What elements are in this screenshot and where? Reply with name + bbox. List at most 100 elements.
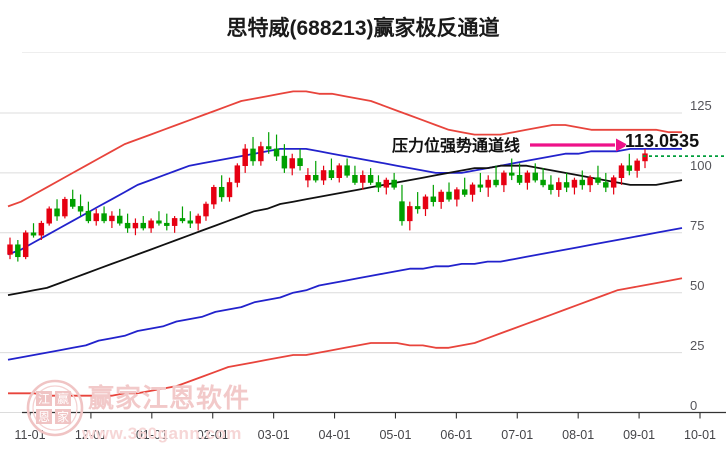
candle-body — [407, 206, 413, 222]
candle-body — [391, 179, 397, 188]
candle-body — [422, 196, 429, 210]
candle-body — [218, 186, 225, 198]
candle-body — [320, 170, 327, 181]
seal-char-4: 家 — [57, 409, 69, 424]
x-tick-label: 04-01 — [318, 428, 351, 442]
seal-char-2: 赢 — [57, 391, 69, 406]
candle-body — [203, 203, 209, 217]
y-tick-label: 25 — [690, 337, 705, 353]
candle-body — [281, 155, 288, 169]
candle-body — [328, 170, 335, 178]
candle-body — [7, 244, 13, 255]
candle-body — [62, 198, 68, 217]
candle-body — [579, 179, 586, 186]
candle-body — [258, 146, 264, 162]
candle-body — [30, 232, 37, 236]
candle-body — [313, 174, 319, 181]
candle-body — [461, 189, 468, 195]
annotation-arrow — [530, 138, 628, 152]
chart-plot-area — [0, 52, 726, 419]
x-tick-label: 05-01 — [379, 428, 412, 442]
candle-body — [360, 174, 366, 183]
candle-body — [516, 174, 523, 183]
candle-body — [265, 146, 272, 150]
candle-body — [187, 220, 194, 224]
candle-body — [540, 179, 546, 186]
candle-body — [399, 201, 405, 222]
candle-body — [179, 218, 186, 222]
candle-body — [352, 174, 358, 183]
candle-body — [140, 222, 147, 229]
candle-body — [124, 222, 131, 229]
candle-body — [101, 213, 107, 222]
candle-body — [469, 184, 476, 195]
candle-body — [15, 244, 21, 258]
x-tick-label: 08-01 — [562, 428, 595, 442]
candle-body — [250, 148, 256, 162]
x-tick-label: 10-01 — [684, 428, 716, 442]
candle-body — [642, 153, 648, 162]
x-tick-label: 03-01 — [257, 428, 290, 442]
x-tick-label: 02-01 — [196, 428, 229, 442]
candle-body — [438, 191, 444, 202]
y-tick-label: 75 — [690, 217, 705, 233]
candle-body — [603, 182, 609, 188]
channel-line-0 — [7, 90, 682, 208]
candle-body — [610, 177, 617, 188]
candle-body — [563, 182, 570, 188]
candle-body — [164, 222, 170, 226]
candle-body — [501, 172, 507, 186]
candle-body — [69, 198, 76, 207]
candle-body — [85, 210, 92, 222]
watermark-url: www.360gann.com — [82, 424, 242, 443]
candle-body — [171, 218, 178, 226]
candle-body — [634, 160, 640, 171]
candle-body — [493, 179, 499, 186]
candle-body — [195, 215, 201, 224]
candle-body — [414, 206, 421, 210]
channel-line-1 — [7, 148, 682, 256]
resistance-price-label: 113.0535 — [625, 131, 700, 151]
candle-body — [93, 213, 99, 222]
x-tick-label: 07-01 — [501, 428, 534, 442]
y-tick-label: 50 — [690, 277, 705, 293]
candle-body — [22, 232, 29, 258]
candle-body — [532, 172, 538, 181]
candle-body — [156, 220, 162, 224]
candle-body — [289, 158, 295, 169]
y-tick-label: 125 — [690, 98, 712, 113]
y-tick-label: 100 — [690, 157, 712, 173]
candle-body — [548, 184, 554, 190]
candle-body — [454, 189, 460, 200]
candle-body — [375, 182, 382, 188]
candle-body — [109, 215, 115, 222]
price-chart-svg — [0, 52, 726, 419]
candle-body — [367, 174, 374, 183]
candle-body — [336, 165, 342, 178]
candle-body — [132, 222, 139, 229]
candle-body — [54, 208, 60, 217]
x-tick-label: 11-01 — [14, 428, 46, 442]
page-title: 思特威(688213)赢家极反通道 — [226, 17, 500, 40]
x-tick-label: 06-01 — [440, 428, 473, 442]
candle-body — [595, 177, 601, 183]
channel-line-4 — [8, 277, 683, 397]
resistance-line-annotation: 压力位强势通道线 — [392, 138, 521, 155]
candle-body — [618, 165, 625, 178]
candlestick-series — [7, 132, 648, 262]
watermark-brand: 赢家江恩软件 — [88, 383, 251, 413]
candle-body — [234, 165, 241, 183]
candle-body — [242, 148, 248, 167]
x-tick-label: 12-01 — [74, 428, 107, 442]
channel-line-2 — [7, 164, 683, 296]
candle-body — [383, 179, 390, 188]
y-tick-label: 0 — [690, 397, 698, 413]
seal-char-3: 恩 — [38, 410, 50, 424]
candle-body — [305, 174, 311, 181]
candle-body — [524, 172, 531, 183]
candle-body — [485, 179, 491, 188]
candle-body — [571, 179, 578, 188]
candle-body — [626, 165, 633, 171]
candle-body — [430, 196, 437, 202]
